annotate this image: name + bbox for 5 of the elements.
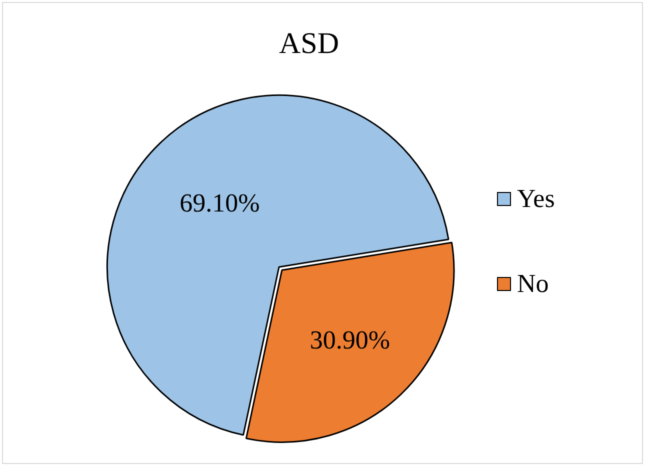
legend-label: No — [517, 269, 549, 298]
data-label: 30.90% — [310, 325, 390, 354]
legend-label: Yes — [517, 184, 555, 213]
data-label: 69.10% — [180, 188, 260, 218]
chart-title: ASD — [278, 27, 340, 60]
